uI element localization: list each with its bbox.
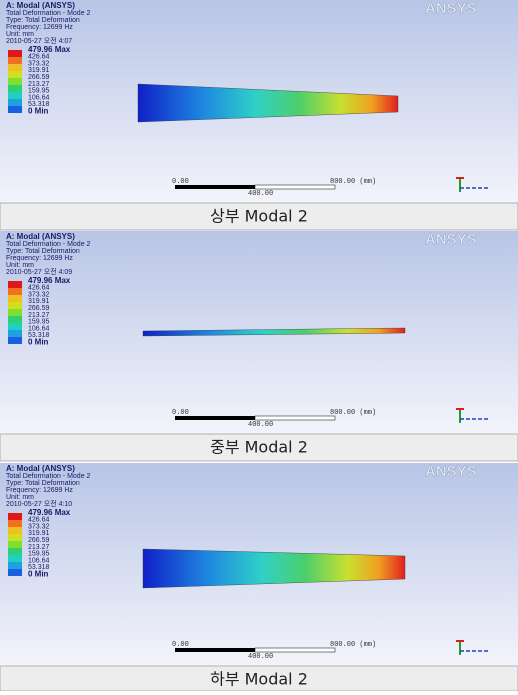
header-line: A: Modal (ANSYS) — [6, 232, 75, 241]
legend-swatch — [8, 281, 22, 288]
legend-swatch — [8, 569, 22, 576]
legend-swatch — [8, 513, 22, 520]
scale-label: 800.00 (mm) — [330, 409, 376, 417]
header-line: Type: Total Deformation — [6, 480, 80, 487]
legend-swatch — [8, 57, 22, 64]
scale-label: 400.00 — [248, 653, 273, 661]
legend-swatch — [8, 92, 22, 99]
legend-swatch — [8, 71, 22, 78]
header-line: Frequency: 12699 Hz — [6, 487, 73, 494]
scale-bar-white — [255, 185, 335, 189]
scale-label: 400.00 — [248, 421, 273, 429]
logo: ANSYS — [425, 0, 477, 17]
panel: ANSYS A: Modal (ANSYS)Total Deformation -… — [0, 0, 518, 230]
figure: ANSYSA: Modal (ANSYS)Total Deformation -… — [0, 0, 518, 691]
header-line: Frequency: 12699 Hz — [6, 255, 73, 262]
panel: ANSYS A: Modal (ANSYS)Total Deformation -… — [0, 463, 518, 691]
panel: ANSYS A: Modal (ANSYS)Total Deformation -… — [0, 231, 518, 461]
scale-label: 800.00 (mm) — [330, 178, 376, 186]
legend-swatch — [8, 330, 22, 337]
legend-swatch — [8, 316, 22, 323]
legend-swatch — [8, 295, 22, 302]
legend-swatch — [8, 562, 22, 569]
caption: 하부 Modal 2 — [210, 670, 308, 689]
legend-swatch — [8, 99, 22, 106]
logo: ANSYS — [425, 463, 477, 480]
legend-swatch — [8, 309, 22, 316]
legend-swatch — [8, 106, 22, 113]
scale-label: 800.00 (mm) — [330, 641, 376, 649]
legend-swatch — [8, 337, 22, 344]
header-line: 2010-05-27 오전 4:07 — [6, 36, 72, 45]
header-line: 2010-05-27 오전 4:10 — [6, 499, 72, 508]
legend-label: 0 Min — [28, 106, 49, 115]
scale-label: 0.00 — [172, 409, 189, 417]
legend-swatch — [8, 520, 22, 527]
caption: 중부 Modal 2 — [210, 438, 308, 457]
scale-label: 0.00 — [172, 641, 189, 649]
legend-label: 0 Min — [28, 337, 49, 346]
legend-swatch — [8, 541, 22, 548]
header-line: Total Deformation - Mode 2 — [6, 10, 91, 17]
caption: 상부 Modal 2 — [210, 207, 308, 226]
legend-swatch — [8, 288, 22, 295]
scale-label: 0.00 — [172, 178, 189, 186]
header-line: Unit: mm — [6, 494, 34, 501]
header-line: Total Deformation - Mode 2 — [6, 473, 91, 480]
legend-swatch — [8, 85, 22, 92]
legend-label: 0 Min — [28, 569, 49, 578]
legend-swatch — [8, 548, 22, 555]
header-line: 2010-05-27 오전 4:09 — [6, 267, 72, 276]
logo: ANSYS — [425, 231, 477, 248]
legend-swatch — [8, 555, 22, 562]
legend-swatch — [8, 527, 22, 534]
header-line: Unit: mm — [6, 262, 34, 269]
header-line: Unit: mm — [6, 31, 34, 38]
legend-swatch — [8, 50, 22, 57]
legend-swatch — [8, 78, 22, 85]
scale-label: 400.00 — [248, 190, 273, 198]
scale-bar-white — [255, 648, 335, 652]
header-line: Type: Total Deformation — [6, 248, 80, 255]
header-line: Frequency: 12699 Hz — [6, 24, 73, 31]
header-line: Type: Total Deformation — [6, 17, 80, 24]
legend-swatch — [8, 302, 22, 309]
legend-swatch — [8, 534, 22, 541]
scale-bar-white — [255, 416, 335, 420]
header-line: A: Modal (ANSYS) — [6, 1, 75, 10]
legend-swatch — [8, 323, 22, 330]
header-line: Total Deformation - Mode 2 — [6, 241, 91, 248]
header-line: A: Modal (ANSYS) — [6, 464, 75, 473]
legend-swatch — [8, 64, 22, 71]
